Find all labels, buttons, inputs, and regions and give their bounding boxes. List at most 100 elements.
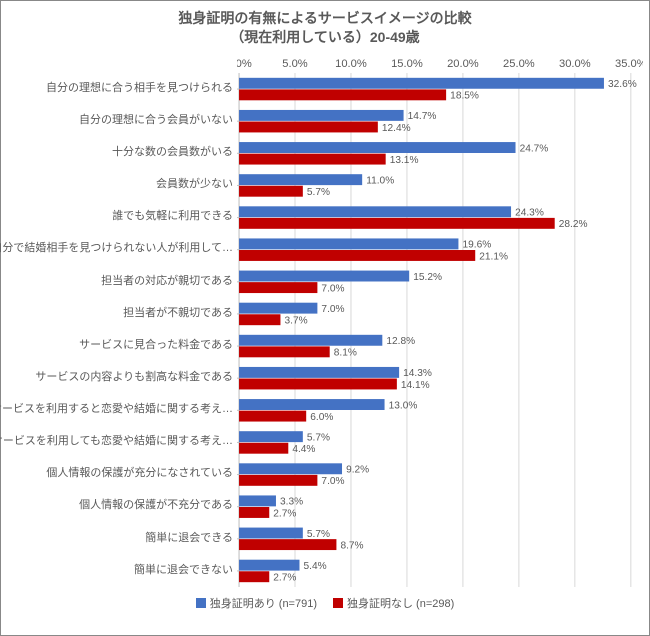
bar xyxy=(239,314,280,325)
category-label: 自分の理想に合う会員がいない xyxy=(79,115,233,126)
x-tick-label: 35.0% xyxy=(615,58,643,70)
legend: 独身証明あり (n=791) 独身証明なし (n=298) xyxy=(7,595,643,611)
value-label: 28.2% xyxy=(559,219,588,230)
value-label: 14.1% xyxy=(401,380,430,391)
bar xyxy=(239,539,336,550)
category-label: 誰でも気軽に利用できる xyxy=(112,211,233,222)
value-label: 24.7% xyxy=(520,143,549,154)
bar xyxy=(239,282,317,293)
bar xyxy=(239,335,382,346)
bar xyxy=(239,142,515,153)
category-label: 簡単に退会できない xyxy=(134,565,233,576)
value-label: 15.2% xyxy=(413,272,442,283)
bar xyxy=(239,559,299,570)
legend-item: 独身証明あり (n=791) xyxy=(196,595,317,611)
bar xyxy=(239,410,306,421)
legend-swatch xyxy=(333,598,343,608)
bar xyxy=(239,174,362,185)
x-tick-label: 20.0% xyxy=(447,58,479,70)
value-label: 4.4% xyxy=(292,444,315,455)
x-tick-label: 15.0% xyxy=(391,58,423,70)
category-label: 会員数が少ない xyxy=(156,179,233,190)
bar xyxy=(239,121,378,132)
category-label: サービスの内容よりも割高な料金である xyxy=(35,372,233,383)
legend-label: 独身証明あり (n=791) xyxy=(210,595,317,611)
bar xyxy=(239,378,397,389)
title-line-1: 独身証明の有無によるサービスイメージの比較 xyxy=(7,9,643,28)
value-label: 7.0% xyxy=(321,476,344,487)
category-label: 担当者の対応が親切である xyxy=(101,276,233,287)
chart-container: 独身証明の有無によるサービスイメージの比較 （現在利用している）20-49歳 自… xyxy=(1,1,649,635)
bars-svg: 0.0% 5.0% 10.0% 15.0% 20.0% 25.0% 30.0% 35.0% 32… xyxy=(237,51,643,591)
x-tick-label: 10.0% xyxy=(335,58,367,70)
category-label: 個人情報の保護が充分になされている xyxy=(46,468,233,479)
category-label: 十分な数の会員数がいる xyxy=(112,147,233,158)
value-label: 5.7% xyxy=(307,187,330,198)
bar xyxy=(239,571,269,582)
value-label: 11.0% xyxy=(366,175,394,186)
bar xyxy=(239,302,317,313)
bar xyxy=(239,206,511,217)
bar xyxy=(239,346,330,357)
bar xyxy=(239,250,475,261)
x-tick-label: 25.0% xyxy=(503,58,535,70)
bar xyxy=(239,186,303,197)
bar xyxy=(239,367,399,378)
value-label: 6.0% xyxy=(310,412,333,423)
x-tick-label: 5.0% xyxy=(282,58,308,70)
bar xyxy=(239,399,385,410)
value-label: 8.7% xyxy=(340,540,363,551)
category-label: 簡単に退会できる xyxy=(145,533,233,544)
bar xyxy=(239,527,303,538)
value-label: 3.7% xyxy=(285,315,308,326)
title-line-2: （現在利用している）20-49歳 xyxy=(7,28,643,47)
value-label: 13.0% xyxy=(389,400,418,411)
value-label: 8.1% xyxy=(334,348,357,359)
value-label: 18.5% xyxy=(450,91,479,102)
bar xyxy=(239,153,386,164)
bar xyxy=(239,507,269,518)
value-label: 7.0% xyxy=(321,283,344,294)
category-label: サービスを利用しても恋愛や結婚に関する考え… xyxy=(0,436,233,447)
value-label: 5.7% xyxy=(307,529,330,540)
category-label: サービスに見合った料金である xyxy=(79,340,233,351)
value-label: 2.7% xyxy=(273,508,296,519)
legend-swatch xyxy=(196,598,206,608)
category-label: 担当者が不親切である xyxy=(123,308,233,319)
value-label: 32.6% xyxy=(608,79,637,90)
value-label: 2.7% xyxy=(273,572,296,583)
category-label: 個人情報の保護が不充分である xyxy=(79,500,233,511)
value-label: 5.7% xyxy=(307,432,330,443)
chart-title: 独身証明の有無によるサービスイメージの比較 （現在利用している）20-49歳 xyxy=(7,9,643,47)
bar xyxy=(239,495,276,506)
bar xyxy=(239,270,409,281)
bar xyxy=(239,89,446,100)
category-label: 自分で結婚相手を見つけられない人が利用して… xyxy=(0,243,233,254)
bar xyxy=(239,110,404,121)
bar xyxy=(239,78,604,89)
value-label: 19.6% xyxy=(462,240,491,251)
legend-item: 独身証明なし (n=298) xyxy=(333,595,454,611)
plot-area: 自分の理想に合う相手を見つけられる自分の理想に合う会員がいない十分な数の会員数が… xyxy=(7,51,643,591)
bar xyxy=(239,238,458,249)
value-label: 7.0% xyxy=(321,304,344,315)
category-label: サービスを利用すると恋愛や結婚に関する考え… xyxy=(0,404,233,415)
value-label: 14.3% xyxy=(403,368,432,379)
x-tick-label: 0.0% xyxy=(237,58,252,70)
y-axis-labels: 自分の理想に合う相手を見つけられる自分の理想に合う会員がいない十分な数の会員数が… xyxy=(7,51,237,591)
value-label: 24.3% xyxy=(515,207,544,218)
value-label: 3.3% xyxy=(280,497,303,508)
value-label: 12.4% xyxy=(382,123,411,134)
bar xyxy=(239,475,317,486)
value-label: 14.7% xyxy=(408,111,437,122)
value-label: 12.8% xyxy=(386,336,415,347)
bar xyxy=(239,218,555,229)
bar xyxy=(239,431,303,442)
value-label: 9.2% xyxy=(346,464,369,475)
category-label: 自分の理想に合う相手を見つけられる xyxy=(46,83,233,94)
value-label: 5.4% xyxy=(304,561,327,572)
bar xyxy=(239,463,342,474)
bar xyxy=(239,443,288,454)
legend-label: 独身証明なし (n=298) xyxy=(347,595,454,611)
x-tick-label: 30.0% xyxy=(559,58,591,70)
